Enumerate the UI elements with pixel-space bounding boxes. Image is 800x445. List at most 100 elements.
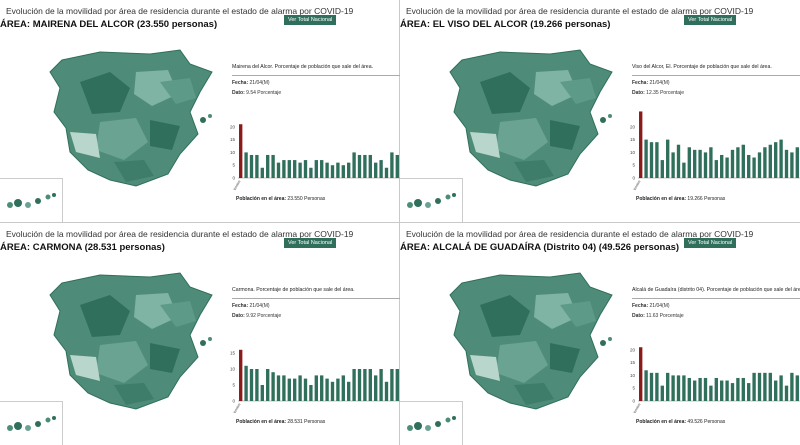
chart-bar[interactable] [644,139,648,178]
chart-bar[interactable] [720,380,724,401]
chart-bar[interactable] [352,369,356,401]
chart-bar[interactable] [757,152,762,178]
chart-bar[interactable] [303,378,308,401]
chart-bar[interactable] [266,154,270,178]
chart-bar[interactable] [671,152,675,178]
chart-bar[interactable] [249,154,254,178]
chart-bar[interactable] [649,372,654,401]
chart-bar[interactable] [368,154,372,178]
chart-bar[interactable] [768,372,772,401]
chart-bar[interactable] [698,377,702,401]
ver-total-nacional-button[interactable]: Ver Total Nacional [684,15,737,25]
chart-bar[interactable] [298,162,302,178]
chart-bar[interactable] [720,154,724,178]
chart-bar[interactable] [260,167,264,178]
chart-bar[interactable] [774,142,778,178]
chart-bar[interactable] [357,369,362,401]
chart-bar[interactable] [320,160,324,178]
chart-bar[interactable] [795,375,799,401]
chart-bar[interactable] [266,369,270,401]
chart-bar[interactable] [374,375,378,401]
chart-bar[interactable] [395,369,399,401]
chart-bar[interactable] [752,157,756,178]
chart-bar[interactable] [325,162,329,178]
chart-bar[interactable] [725,380,729,401]
chart-bar[interactable] [347,162,351,178]
chart-bar[interactable] [682,162,686,178]
chart-bar[interactable] [747,154,751,178]
chart-bar[interactable] [341,165,345,178]
chart-bar[interactable] [309,167,313,178]
chart-bar[interactable] [255,154,259,178]
chart-bar[interactable] [709,147,713,178]
chart-bar[interactable] [655,372,659,401]
chart-bar[interactable] [384,381,389,401]
chart-bar[interactable] [363,369,367,401]
chart-bar[interactable] [244,365,248,401]
chart-bar[interactable] [682,375,686,401]
chart-bar[interactable] [703,152,708,178]
chart-bar[interactable] [249,369,254,401]
chart-bar[interactable] [784,149,789,178]
spain-map-icon[interactable] [40,265,218,415]
chart-bar[interactable] [752,372,756,401]
chart-bar[interactable] [293,378,297,401]
chart-bar[interactable] [644,370,648,401]
chart-bar[interactable] [790,152,794,178]
chart-bar[interactable] [379,160,383,178]
ver-total-nacional-button[interactable]: Ver Total Nacional [284,238,337,248]
chart-bar[interactable] [282,375,286,401]
chart-bar[interactable] [714,377,718,401]
chart-bar[interactable] [693,380,697,401]
chart-bar[interactable] [352,152,356,178]
chart-bar[interactable] [384,167,389,178]
chart-bar[interactable] [347,381,351,401]
chart-bar[interactable] [655,142,659,178]
chart-bar[interactable] [698,149,702,178]
chart-bar[interactable] [379,369,383,401]
chart-bar[interactable] [757,372,762,401]
chart-bar[interactable] [390,152,394,178]
chart-bar[interactable] [298,375,302,401]
chart-bar[interactable] [390,369,394,401]
chart-bar[interactable] [309,385,313,401]
chart-bar[interactable] [357,154,362,178]
chart-bar[interactable] [255,369,259,401]
chart-bar[interactable] [730,383,735,401]
chart-bar[interactable] [330,165,335,178]
chart-bar[interactable] [703,377,708,401]
chart-bar[interactable] [736,377,740,401]
chart-bar[interactable] [271,154,275,178]
chart-bar[interactable] [676,375,681,401]
chart-bar[interactable] [730,149,735,178]
spain-map-icon[interactable] [440,265,618,415]
chart-bar[interactable] [639,347,643,401]
chart-bar[interactable] [314,160,318,178]
ver-total-nacional-button[interactable]: Ver Total Nacional [684,238,737,248]
chart-bar[interactable] [330,381,335,401]
chart-bar[interactable] [725,157,729,178]
chart-bar[interactable] [795,147,799,178]
chart-bar[interactable] [368,369,372,401]
chart-bar[interactable] [314,375,318,401]
chart-bar[interactable] [303,160,308,178]
chart-bar[interactable] [660,160,664,178]
chart-bar[interactable] [784,385,789,401]
chart-bar[interactable] [260,385,264,401]
spain-map-icon[interactable] [40,42,218,192]
chart-bar[interactable] [276,162,281,178]
chart-bar[interactable] [374,162,378,178]
chart-bar[interactable] [244,152,248,178]
chart-bar[interactable] [741,144,745,178]
chart-bar[interactable] [293,160,297,178]
chart-bar[interactable] [666,139,670,178]
chart-bar[interactable] [779,375,783,401]
chart-bar[interactable] [676,144,681,178]
chart-bar[interactable] [687,147,691,178]
chart-bar[interactable] [341,375,345,401]
chart-bar[interactable] [395,154,399,178]
ver-total-nacional-button[interactable]: Ver Total Nacional [284,15,337,25]
chart-bar[interactable] [649,142,654,178]
chart-bar[interactable] [287,160,291,178]
chart-bar[interactable] [239,124,243,178]
